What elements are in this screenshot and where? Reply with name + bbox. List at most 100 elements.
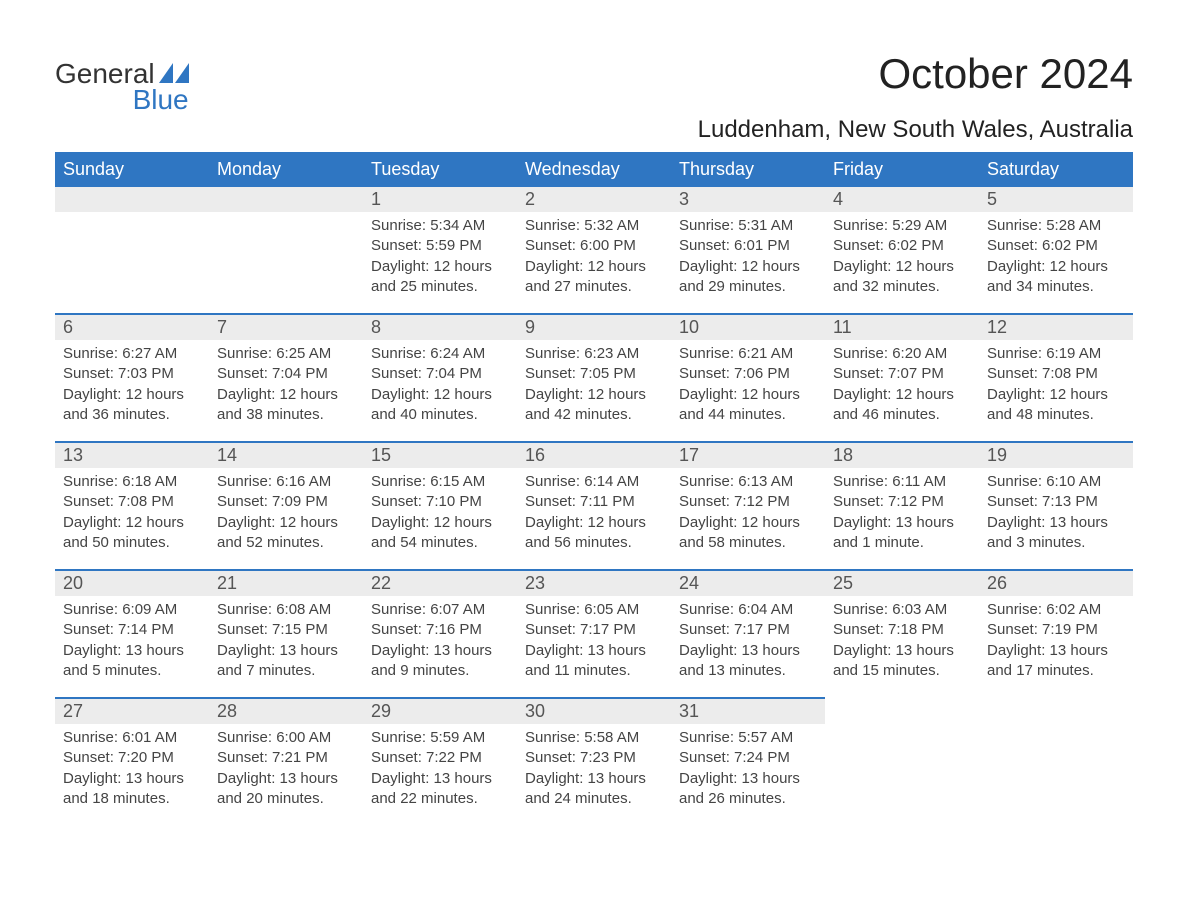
daylight-text: Daylight: 12 hours and 40 minutes. xyxy=(371,385,509,426)
day-number: 21 xyxy=(209,569,363,596)
sunset-text: Sunset: 7:06 PM xyxy=(679,364,817,384)
day-body: Sunrise: 6:24 AMSunset: 7:04 PMDaylight:… xyxy=(363,340,517,431)
weekday-header: Sunday xyxy=(55,153,209,185)
daylight-text: Daylight: 12 hours and 36 minutes. xyxy=(63,385,201,426)
weekday-header: Wednesday xyxy=(517,153,671,185)
sunrise-text: Sunrise: 6:24 AM xyxy=(371,344,509,364)
daylight-text: Daylight: 13 hours and 9 minutes. xyxy=(371,641,509,682)
sunrise-text: Sunrise: 6:01 AM xyxy=(63,728,201,748)
sunrise-text: Sunrise: 6:15 AM xyxy=(371,472,509,492)
sunset-text: Sunset: 7:11 PM xyxy=(525,492,663,512)
calendar-cell: 10Sunrise: 6:21 AMSunset: 7:06 PMDayligh… xyxy=(671,313,825,441)
day-body: Sunrise: 6:09 AMSunset: 7:14 PMDaylight:… xyxy=(55,596,209,687)
daylight-text: Daylight: 13 hours and 13 minutes. xyxy=(679,641,817,682)
day-number: 7 xyxy=(209,313,363,340)
day-body: Sunrise: 5:32 AMSunset: 6:00 PMDaylight:… xyxy=(517,212,671,303)
sunset-text: Sunset: 7:21 PM xyxy=(217,748,355,768)
daylight-text: Daylight: 13 hours and 5 minutes. xyxy=(63,641,201,682)
day-number: 29 xyxy=(363,697,517,724)
sunrise-text: Sunrise: 5:57 AM xyxy=(679,728,817,748)
sunset-text: Sunset: 7:12 PM xyxy=(833,492,971,512)
day-number: 31 xyxy=(671,697,825,724)
sunrise-text: Sunrise: 6:08 AM xyxy=(217,600,355,620)
weekday-header: Tuesday xyxy=(363,153,517,185)
month-title: October 2024 xyxy=(698,50,1133,98)
day-number: 8 xyxy=(363,313,517,340)
calendar-cell: 15Sunrise: 6:15 AMSunset: 7:10 PMDayligh… xyxy=(363,441,517,569)
daylight-text: Daylight: 12 hours and 52 minutes. xyxy=(217,513,355,554)
weekday-header-row: Sunday Monday Tuesday Wednesday Thursday… xyxy=(55,153,1133,185)
calendar-cell: 14Sunrise: 6:16 AMSunset: 7:09 PMDayligh… xyxy=(209,441,363,569)
daylight-text: Daylight: 12 hours and 58 minutes. xyxy=(679,513,817,554)
calendar-cell xyxy=(979,697,1133,825)
daylight-text: Daylight: 12 hours and 44 minutes. xyxy=(679,385,817,426)
calendar-cell: 26Sunrise: 6:02 AMSunset: 7:19 PMDayligh… xyxy=(979,569,1133,697)
daylight-text: Daylight: 13 hours and 3 minutes. xyxy=(987,513,1125,554)
calendar-cell: 11Sunrise: 6:20 AMSunset: 7:07 PMDayligh… xyxy=(825,313,979,441)
daylight-text: Daylight: 12 hours and 56 minutes. xyxy=(525,513,663,554)
calendar-cell: 1Sunrise: 5:34 AMSunset: 5:59 PMDaylight… xyxy=(363,185,517,313)
sunset-text: Sunset: 7:10 PM xyxy=(371,492,509,512)
calendar-cell xyxy=(55,185,209,313)
sunrise-text: Sunrise: 5:58 AM xyxy=(525,728,663,748)
header-row: General Blue October 2024 Luddenham, New… xyxy=(55,50,1133,144)
sunset-text: Sunset: 7:22 PM xyxy=(371,748,509,768)
daylight-text: Daylight: 12 hours and 34 minutes. xyxy=(987,257,1125,298)
day-body: Sunrise: 6:00 AMSunset: 7:21 PMDaylight:… xyxy=(209,724,363,815)
calendar-cell: 31Sunrise: 5:57 AMSunset: 7:24 PMDayligh… xyxy=(671,697,825,825)
calendar-week-row: 20Sunrise: 6:09 AMSunset: 7:14 PMDayligh… xyxy=(55,569,1133,697)
day-body: Sunrise: 6:04 AMSunset: 7:17 PMDaylight:… xyxy=(671,596,825,687)
sunset-text: Sunset: 7:04 PM xyxy=(371,364,509,384)
sunrise-text: Sunrise: 6:04 AM xyxy=(679,600,817,620)
daylight-text: Daylight: 12 hours and 48 minutes. xyxy=(987,385,1125,426)
day-body: Sunrise: 6:18 AMSunset: 7:08 PMDaylight:… xyxy=(55,468,209,559)
sunrise-text: Sunrise: 6:14 AM xyxy=(525,472,663,492)
day-body: Sunrise: 6:11 AMSunset: 7:12 PMDaylight:… xyxy=(825,468,979,559)
day-body: Sunrise: 6:10 AMSunset: 7:13 PMDaylight:… xyxy=(979,468,1133,559)
calendar-week-row: 27Sunrise: 6:01 AMSunset: 7:20 PMDayligh… xyxy=(55,697,1133,825)
logo: General Blue xyxy=(55,50,189,114)
day-body: Sunrise: 5:57 AMSunset: 7:24 PMDaylight:… xyxy=(671,724,825,815)
sunset-text: Sunset: 7:05 PM xyxy=(525,364,663,384)
calendar-week-row: 1Sunrise: 5:34 AMSunset: 5:59 PMDaylight… xyxy=(55,185,1133,313)
sunrise-text: Sunrise: 6:03 AM xyxy=(833,600,971,620)
calendar-cell: 27Sunrise: 6:01 AMSunset: 7:20 PMDayligh… xyxy=(55,697,209,825)
day-number: 19 xyxy=(979,441,1133,468)
day-number: 12 xyxy=(979,313,1133,340)
daylight-text: Daylight: 13 hours and 20 minutes. xyxy=(217,769,355,810)
calendar-cell: 9Sunrise: 6:23 AMSunset: 7:05 PMDaylight… xyxy=(517,313,671,441)
daylight-text: Daylight: 13 hours and 11 minutes. xyxy=(525,641,663,682)
day-number xyxy=(209,185,363,212)
sunrise-text: Sunrise: 5:59 AM xyxy=(371,728,509,748)
sunset-text: Sunset: 6:01 PM xyxy=(679,236,817,256)
logo-word2: Blue xyxy=(133,86,189,114)
calendar-cell: 7Sunrise: 6:25 AMSunset: 7:04 PMDaylight… xyxy=(209,313,363,441)
calendar-week-row: 13Sunrise: 6:18 AMSunset: 7:08 PMDayligh… xyxy=(55,441,1133,569)
sunset-text: Sunset: 7:09 PM xyxy=(217,492,355,512)
location-text: Luddenham, New South Wales, Australia xyxy=(698,116,1133,144)
day-number: 16 xyxy=(517,441,671,468)
calendar-cell: 18Sunrise: 6:11 AMSunset: 7:12 PMDayligh… xyxy=(825,441,979,569)
sunrise-text: Sunrise: 6:09 AM xyxy=(63,600,201,620)
sunset-text: Sunset: 7:07 PM xyxy=(833,364,971,384)
calendar-cell: 19Sunrise: 6:10 AMSunset: 7:13 PMDayligh… xyxy=(979,441,1133,569)
day-number: 6 xyxy=(55,313,209,340)
sunrise-text: Sunrise: 6:11 AM xyxy=(833,472,971,492)
calendar-cell: 21Sunrise: 6:08 AMSunset: 7:15 PMDayligh… xyxy=(209,569,363,697)
sunset-text: Sunset: 7:12 PM xyxy=(679,492,817,512)
day-number: 4 xyxy=(825,185,979,212)
sunset-text: Sunset: 7:17 PM xyxy=(679,620,817,640)
daylight-text: Daylight: 13 hours and 24 minutes. xyxy=(525,769,663,810)
day-number: 18 xyxy=(825,441,979,468)
day-body: Sunrise: 6:27 AMSunset: 7:03 PMDaylight:… xyxy=(55,340,209,431)
day-body: Sunrise: 6:20 AMSunset: 7:07 PMDaylight:… xyxy=(825,340,979,431)
day-body: Sunrise: 6:01 AMSunset: 7:20 PMDaylight:… xyxy=(55,724,209,815)
calendar-cell: 28Sunrise: 6:00 AMSunset: 7:21 PMDayligh… xyxy=(209,697,363,825)
sunset-text: Sunset: 7:08 PM xyxy=(987,364,1125,384)
day-number: 13 xyxy=(55,441,209,468)
day-body: Sunrise: 6:19 AMSunset: 7:08 PMDaylight:… xyxy=(979,340,1133,431)
sunrise-text: Sunrise: 6:25 AM xyxy=(217,344,355,364)
day-body: Sunrise: 5:59 AMSunset: 7:22 PMDaylight:… xyxy=(363,724,517,815)
title-block: October 2024 Luddenham, New South Wales,… xyxy=(698,50,1133,144)
day-body: Sunrise: 6:14 AMSunset: 7:11 PMDaylight:… xyxy=(517,468,671,559)
